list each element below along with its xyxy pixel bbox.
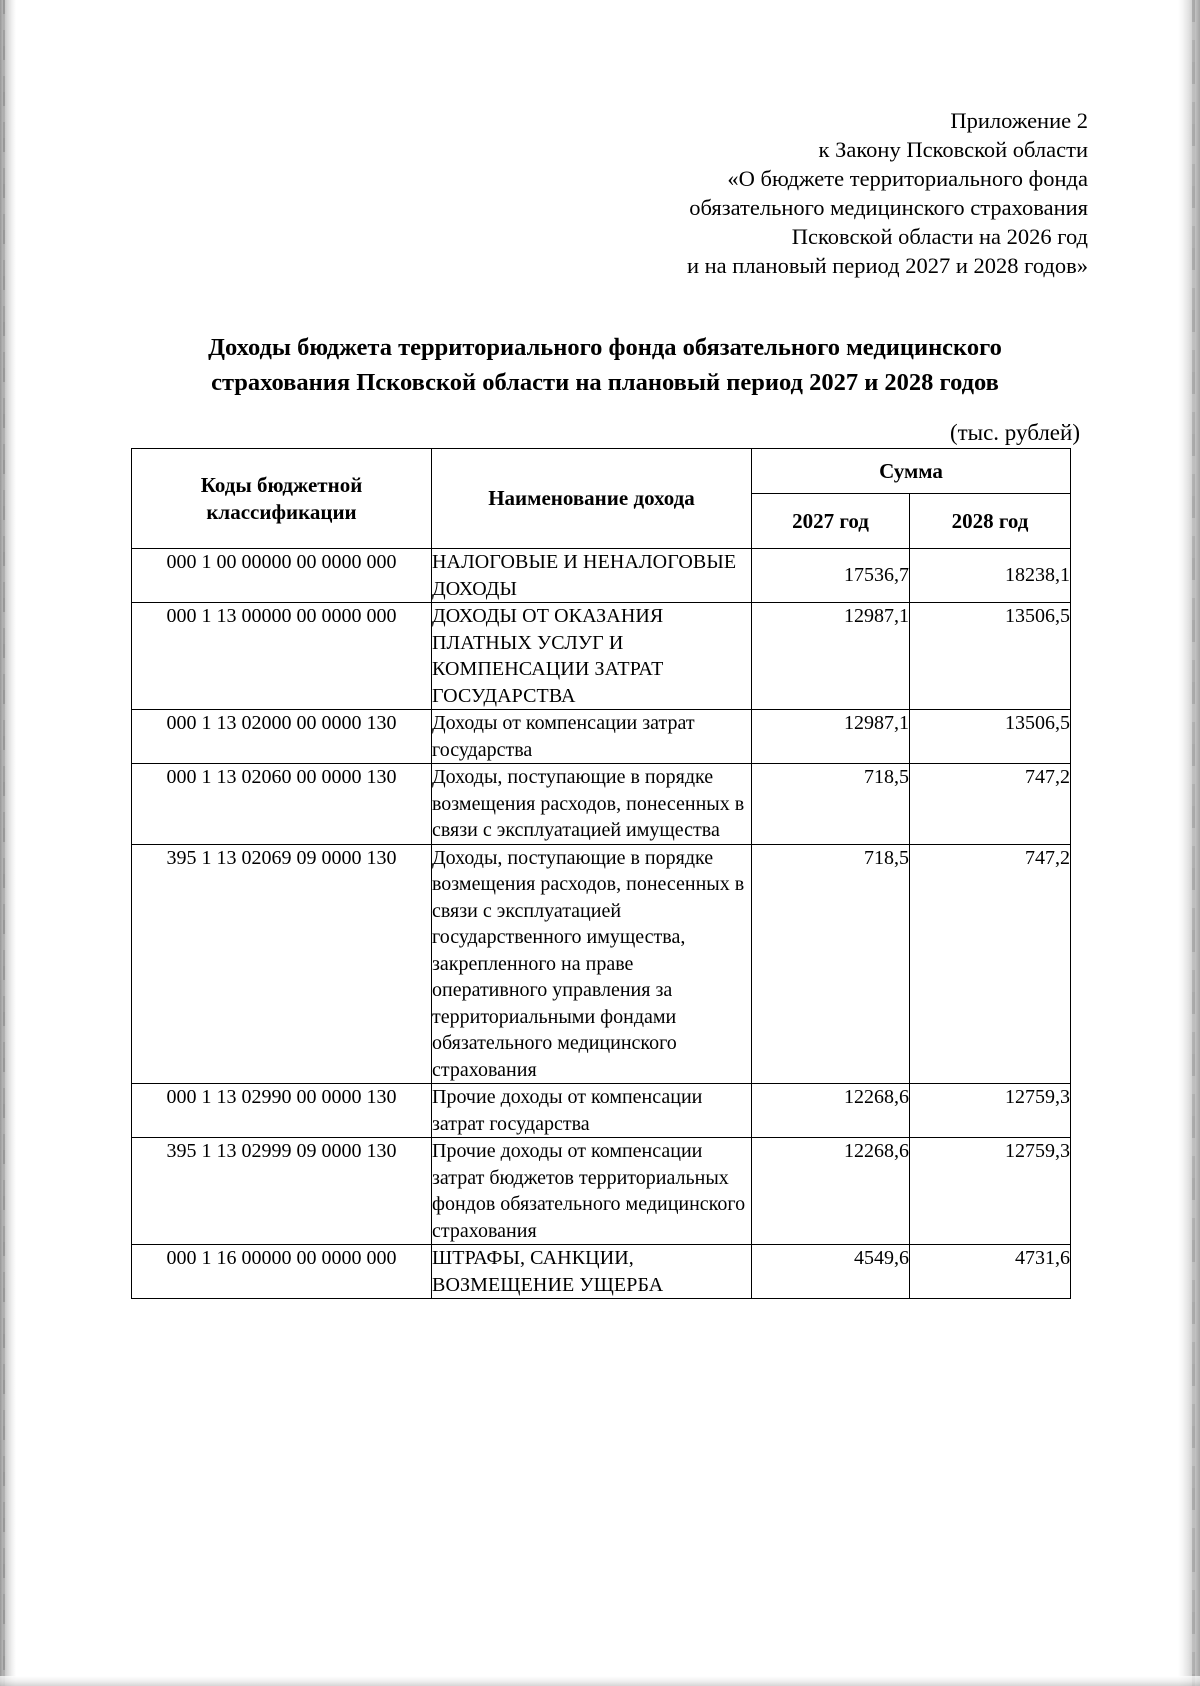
cell-amount-2028: 13506,5 — [909, 602, 1071, 710]
cell-amount-2027: 12268,6 — [751, 1083, 910, 1138]
cell-amount-2028: 12759,3 — [909, 1083, 1071, 1138]
cell-amount-2028: 747,2 — [909, 843, 1071, 1084]
cell-budget-code: 395 1 13 02069 09 0000 130 — [131, 843, 432, 1084]
appendix-reference-block: Приложение 2 к Закону Псковской области … — [528, 106, 1088, 280]
table-body: 000 1 00 00000 00 0000 000 НАЛОГОВЫЕ И НЕ… — [131, 548, 1071, 1299]
budget-income-table: Коды бюджетной классификации Наименовани… — [131, 448, 1071, 1299]
appendix-line-4: обязательного медицинского страхования — [689, 195, 1088, 220]
scan-edge-left — [0, 0, 16, 1686]
table-row: 395 1 13 02069 09 0000 130 Доходы, поступ… — [131, 843, 1071, 1084]
cell-income-name: Прочие доходы от компенсации затрат бюдж… — [431, 1137, 752, 1245]
appendix-line-5: Псковской области на 2026 год — [791, 224, 1088, 249]
cell-budget-code: 000 1 13 02060 00 0000 130 — [131, 763, 432, 845]
budget-table-wrapper: Коды бюджетной классификации Наименовани… — [131, 448, 1071, 1299]
column-header-name: Наименование дохода — [431, 448, 752, 549]
scan-edge-bottom — [0, 1676, 1200, 1686]
cell-amount-2027: 12268,6 — [751, 1137, 910, 1245]
page-title-line-2: страхования Псковской области на плановы… — [211, 369, 999, 396]
table-row: 395 1 13 02999 09 0000 130 Прочие доходы … — [131, 1137, 1071, 1245]
table-row: 000 1 13 00000 00 0000 000 ДОХОДЫ ОТ ОКАЗ… — [131, 602, 1071, 710]
cell-income-name: Прочие доходы от компенсации затрат госу… — [431, 1083, 752, 1138]
table-row: 000 1 16 00000 00 0000 000 ШТРАФЫ, САНКЦИ… — [131, 1244, 1071, 1299]
table-row: 000 1 13 02000 00 0000 130 Доходы от комп… — [131, 709, 1071, 764]
cell-amount-2028: 747,2 — [909, 763, 1071, 845]
cell-income-name: Доходы от компенсации затрат государства — [431, 709, 752, 764]
appendix-line-6: и на плановый период 2027 и 2028 годов» — [686, 253, 1088, 278]
cell-amount-2027: 12987,1 — [751, 709, 910, 764]
table-header-row-1: Коды бюджетной классификации Наименовани… — [131, 448, 1071, 549]
column-header-codes-line-1: Коды бюджетной — [200, 473, 363, 497]
page-title: Доходы бюджета территориального фонда об… — [140, 330, 1070, 400]
cell-amount-2027: 718,5 — [751, 763, 910, 845]
cell-amount-2028: 12759,3 — [909, 1137, 1071, 1245]
units-note: (тыс. рублей) — [949, 420, 1080, 445]
column-header-codes: Коды бюджетной классификации — [131, 448, 432, 549]
appendix-line-1: Приложение 2 — [950, 108, 1088, 133]
cell-income-name: Доходы, поступающие в порядке возмещения… — [431, 763, 752, 845]
appendix-line-3: «О бюджете территориального фонда — [727, 166, 1088, 191]
cell-amount-2027: 12987,1 — [751, 602, 910, 710]
cell-amount-2028: 4731,6 — [909, 1244, 1071, 1299]
table-row: 000 1 13 02990 00 0000 130 Прочие доходы … — [131, 1083, 1071, 1138]
column-header-year-2028: 2028 год — [909, 493, 1071, 549]
cell-budget-code: 000 1 00 00000 00 0000 000 — [131, 548, 432, 603]
cell-budget-code: 000 1 13 02000 00 0000 130 — [131, 709, 432, 764]
cell-amount-2027: 17536,7 — [751, 548, 910, 603]
table-header-row-2: 2027 год 2028 год — [132, 493, 1071, 549]
cell-income-name: ДОХОДЫ ОТ ОКАЗАНИЯ ПЛАТНЫХ УСЛУГ И КОМПЕ… — [431, 602, 752, 710]
page-title-line-1: Доходы бюджета территориального фонда об… — [208, 334, 1002, 361]
table-row: 000 1 13 02060 00 0000 130 Доходы, поступ… — [131, 763, 1071, 845]
column-header-codes-line-2: классификации — [206, 499, 357, 524]
table-header: Коды бюджетной классификации Наименовани… — [131, 448, 1071, 549]
cell-income-name: НАЛОГОВЫЕ И НЕНАЛОГОВЫЕ ДОХОДЫ — [431, 548, 752, 603]
table-row: 000 1 00 00000 00 0000 000 НАЛОГОВЫЕ И НЕ… — [131, 548, 1071, 603]
appendix-line-2: к Закону Псковской области — [818, 137, 1088, 162]
cell-income-name: ШТРАФЫ, САНКЦИИ, ВОЗМЕЩЕНИЕ УЩЕРБА — [431, 1244, 752, 1299]
column-header-year-2027: 2027 год — [751, 493, 910, 549]
cell-amount-2028: 13506,5 — [909, 709, 1071, 764]
cell-amount-2027: 718,5 — [751, 843, 910, 1084]
cell-budget-code: 000 1 16 00000 00 0000 000 — [131, 1244, 432, 1299]
scan-edge-right — [1178, 0, 1200, 1686]
cell-budget-code: 000 1 13 00000 00 0000 000 — [131, 602, 432, 710]
column-header-summa: Сумма — [751, 448, 1071, 494]
cell-income-name: Доходы, поступающие в порядке возмещения… — [431, 843, 752, 1084]
cell-budget-code: 395 1 13 02999 09 0000 130 — [131, 1137, 432, 1245]
cell-amount-2027: 4549,6 — [751, 1244, 910, 1299]
cell-budget-code: 000 1 13 02990 00 0000 130 — [131, 1083, 432, 1138]
cell-amount-2028: 18238,1 — [909, 548, 1071, 603]
